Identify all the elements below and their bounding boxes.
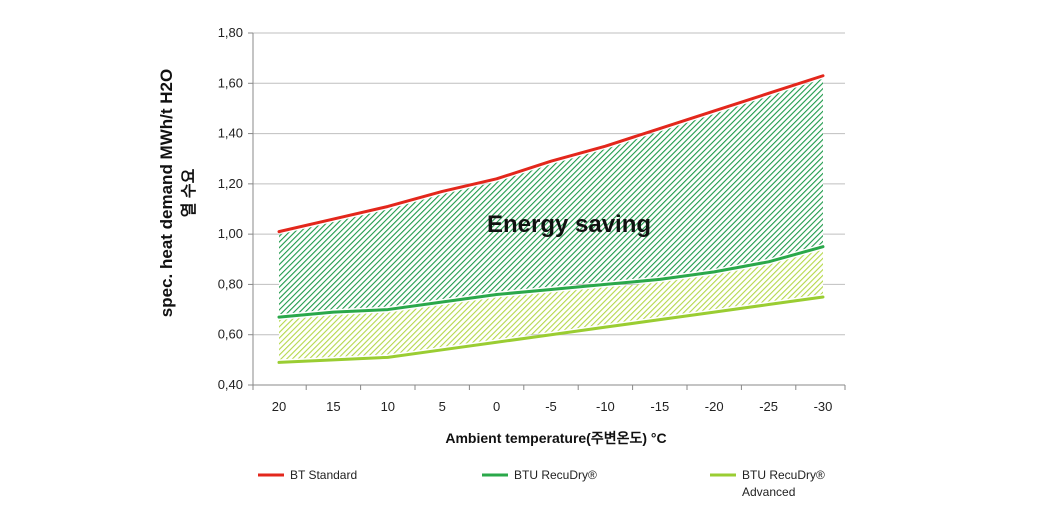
legend: BT Standard BTU RecuDry® BTU RecuDry® Ad… [258, 468, 825, 499]
x-tick-label: -30 [814, 399, 833, 414]
x-tick-label: 5 [439, 399, 446, 414]
x-tick-label: -25 [759, 399, 778, 414]
line-bt-standard [277, 74, 825, 234]
y-tick-label: 0,40 [218, 377, 243, 392]
x-tick-label: -20 [705, 399, 724, 414]
energy-saving-annotation: Energy saving [487, 211, 651, 238]
x-tick-labels: 20 15 10 5 0 -5 -10 -15 -20 -25 -30 [272, 399, 833, 414]
y-tick-label: 1,80 [218, 25, 243, 40]
x-tick-label: 0 [493, 399, 500, 414]
line-btu-recudry-advanced [277, 295, 825, 364]
y-axis-title: spec. heat demand MWh/t H2O [157, 69, 176, 317]
saving-area-standard-vs-recudry [279, 78, 823, 315]
y-tick-label: 1,00 [218, 226, 243, 241]
legend-label-btu-recudry-advanced-line2: Advanced [742, 485, 795, 499]
legend-label-btu-recudry-advanced: BTU RecuDry® [742, 468, 825, 482]
axes [248, 32, 846, 390]
y-tick-label: 1,40 [218, 126, 243, 141]
y-tick-label: 1,20 [218, 176, 243, 191]
y-tick-label: 1,60 [218, 75, 243, 90]
x-tick-label: -5 [545, 399, 557, 414]
x-tick-label: 10 [381, 399, 395, 414]
y-tick-labels: 0,40 0,60 0,80 1,00 1,20 1,40 1,60 1,80 [218, 25, 243, 392]
line-btu-recudry [277, 245, 825, 319]
y-tick-label: 0,80 [218, 276, 243, 291]
saving-area-recudry-vs-advanced [279, 249, 823, 360]
x-tick-label: -10 [596, 399, 615, 414]
x-tick-label: -15 [650, 399, 669, 414]
energy-saving-areas [279, 78, 823, 360]
legend-label-btu-recudry: BTU RecuDry® [514, 468, 597, 482]
x-axis-title: Ambient temperature(주변온도) °C [445, 430, 666, 446]
legend-label-bt-standard: BT Standard [290, 468, 357, 482]
x-tick-label: 20 [272, 399, 286, 414]
y-axis-subtitle: 열 수요 [180, 168, 198, 217]
y-tick-label: 0,60 [218, 327, 243, 342]
series-lines [277, 74, 825, 364]
x-tick-label: 15 [326, 399, 340, 414]
